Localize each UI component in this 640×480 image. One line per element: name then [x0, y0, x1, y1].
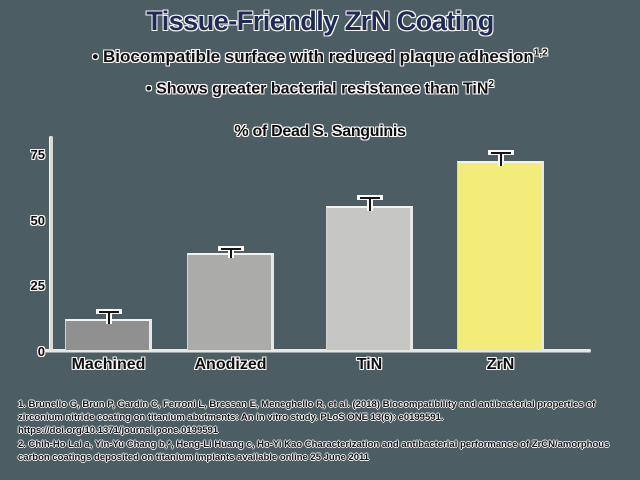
- category-label-machined: Machined: [71, 356, 146, 373]
- error-bar-cap: [98, 310, 119, 313]
- footnotes: 1. Brunello G, Brun P, Gardin C, Ferroni…: [18, 398, 622, 465]
- citation-superscript: 1,2: [533, 47, 548, 59]
- y-axis-line: [50, 136, 53, 352]
- reference-2: 2. Chih-Ho Lai a, Yin-Yu Chang b,*, Heng…: [18, 439, 610, 463]
- category-label-tin: TiN: [356, 356, 383, 373]
- bullet-point-2: • Shows greater bacterial resistance tha…: [0, 79, 640, 98]
- bullet-marker: •: [92, 47, 99, 66]
- bullet-text: Biocompatible surface with reduced plaqu…: [103, 47, 534, 66]
- y-tick-label: 50: [30, 212, 45, 228]
- x-axis-line: [37, 349, 591, 352]
- error-bar-cap: [220, 247, 241, 250]
- error-bar-stem: [107, 312, 110, 324]
- error-bar-stem: [368, 198, 371, 211]
- error-bar-stem: [229, 249, 232, 258]
- bar-anodized: [187, 252, 274, 350]
- y-tick-label: 0: [37, 344, 45, 359]
- category-label-anodized: Anodized: [194, 356, 267, 373]
- reference-1: 1. Brunello G, Brun P, Gardin C, Ferroni…: [18, 399, 596, 436]
- bar-tin: [326, 205, 413, 350]
- page-title: Tissue-Friendly ZrN Coating: [146, 6, 494, 36]
- error-bar-cap: [490, 152, 511, 155]
- error-bar-cap: [359, 196, 380, 199]
- y-tick-label: 75: [30, 147, 45, 163]
- category-label-zrn: ZrN: [486, 356, 515, 373]
- bar-zrn: [457, 161, 544, 350]
- bullet-marker: •: [146, 80, 152, 98]
- error-bar-stem: [499, 154, 502, 166]
- citation-superscript: 2: [488, 79, 494, 90]
- bullet-point-1: • Biocompatible surface with reduced pla…: [0, 47, 640, 67]
- bullet-text: Shows greater bacterial resistance than …: [156, 80, 489, 98]
- chart-title: % of Dead S. Sanguinis: [234, 123, 406, 140]
- y-tick-label: 25: [30, 278, 45, 294]
